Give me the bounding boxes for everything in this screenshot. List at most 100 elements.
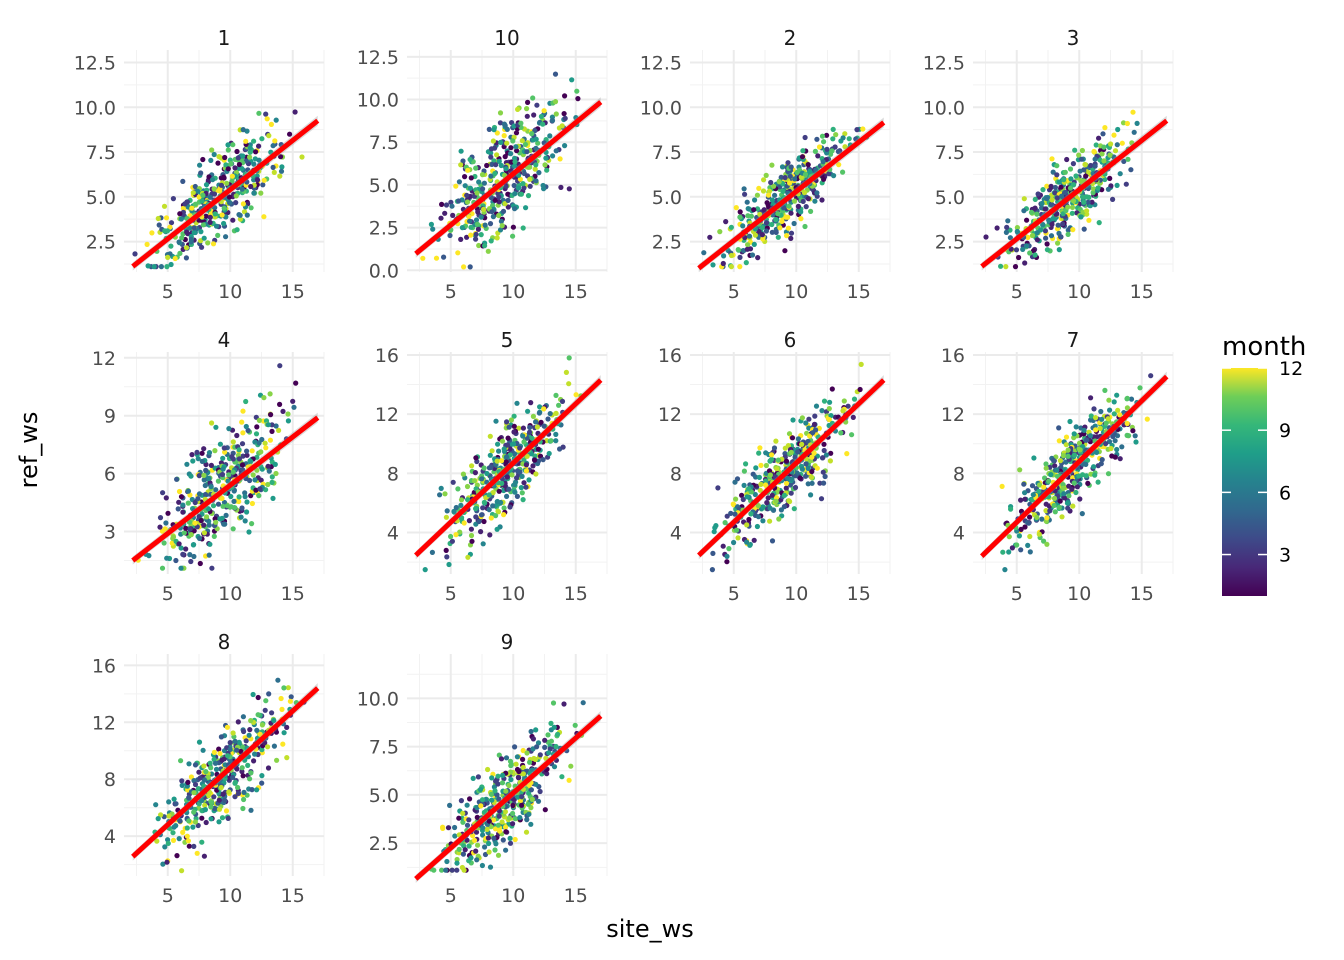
data-point — [1051, 495, 1058, 501]
data-point — [728, 510, 734, 516]
data-point — [504, 493, 510, 499]
data-point — [192, 499, 198, 506]
data-point — [494, 499, 500, 505]
data-point — [200, 222, 206, 228]
x-tick-label: 5 — [1011, 583, 1023, 605]
data-point — [761, 207, 767, 213]
data-point — [203, 467, 209, 473]
data-point — [1027, 549, 1033, 555]
data-point — [840, 408, 846, 414]
data-point — [1008, 506, 1014, 512]
y-tick-label: 7.5 — [652, 142, 682, 164]
data-point — [1058, 184, 1064, 190]
y-tick-label: 16 — [658, 345, 682, 367]
data-point — [1087, 433, 1094, 439]
data-point — [1074, 484, 1080, 490]
data-point — [516, 425, 522, 431]
data-point — [453, 504, 459, 511]
data-point — [518, 191, 525, 197]
x-tick-label: 15 — [847, 281, 871, 303]
data-point — [132, 251, 138, 257]
data-point — [1117, 456, 1123, 462]
data-point — [492, 847, 498, 853]
data-point — [192, 762, 199, 768]
data-point — [458, 236, 464, 242]
data-point — [763, 462, 770, 469]
data-point — [508, 417, 514, 423]
fit-line — [697, 378, 886, 558]
data-point — [199, 839, 205, 845]
data-point — [1079, 194, 1086, 200]
data-point — [216, 746, 222, 752]
data-point — [176, 488, 183, 495]
data-point — [164, 859, 170, 865]
data-point — [721, 253, 727, 259]
y-tick-label: 12.5 — [923, 53, 965, 75]
data-point — [209, 565, 215, 571]
data-point — [818, 496, 825, 502]
data-point — [1060, 221, 1066, 227]
data-point — [473, 829, 480, 835]
data-point — [757, 445, 763, 451]
data-point — [230, 730, 236, 736]
data-point — [1036, 488, 1042, 494]
data-point — [251, 177, 257, 183]
data-point — [249, 787, 255, 793]
data-point — [767, 518, 773, 524]
data-point — [453, 532, 459, 538]
data-point — [752, 232, 759, 238]
data-point — [217, 188, 223, 194]
facet-strip-label: 9 — [501, 630, 514, 654]
data-point — [1106, 397, 1112, 403]
data-point — [467, 264, 473, 270]
data-point — [752, 491, 758, 498]
data-point — [504, 419, 510, 425]
y-tick-label: 12 — [92, 348, 116, 370]
x-tick-label: 10 — [784, 281, 808, 303]
data-point — [1062, 190, 1068, 196]
data-point — [1028, 209, 1035, 215]
data-point — [1086, 217, 1092, 223]
data-point — [1077, 447, 1083, 453]
data-point — [488, 791, 494, 798]
data-points — [422, 355, 584, 573]
data-point — [491, 127, 497, 133]
y-tick-label: 12 — [375, 404, 399, 426]
data-point — [501, 446, 507, 452]
data-point — [456, 179, 462, 185]
data-point — [462, 174, 468, 180]
data-point — [180, 178, 186, 184]
data-point — [203, 461, 209, 468]
data-point — [507, 840, 514, 846]
data-point — [775, 457, 781, 463]
data-point — [550, 153, 556, 159]
data-points — [420, 71, 581, 270]
data-point — [1084, 437, 1090, 443]
y-tick-label: 4 — [953, 523, 965, 545]
data-point — [256, 110, 262, 116]
data-point — [278, 168, 285, 174]
data-point — [486, 492, 492, 498]
data-point — [247, 727, 253, 733]
data-point — [1044, 196, 1050, 202]
data-point — [789, 476, 795, 482]
data-point — [1121, 158, 1127, 164]
data-point — [176, 239, 182, 245]
data-point — [1026, 520, 1032, 526]
data-point — [208, 462, 214, 468]
data-point — [536, 410, 543, 416]
data-point — [507, 758, 514, 764]
data-point — [165, 510, 171, 516]
data-point — [556, 402, 562, 408]
y-tick-label: 8 — [387, 463, 399, 485]
data-point — [474, 221, 480, 227]
data-point — [1043, 465, 1049, 471]
data-point — [485, 766, 491, 773]
data-point — [254, 467, 260, 473]
data-point — [254, 177, 261, 183]
data-point — [495, 508, 501, 514]
data-point — [1027, 514, 1033, 520]
data-point — [201, 777, 207, 783]
data-point — [502, 122, 508, 129]
